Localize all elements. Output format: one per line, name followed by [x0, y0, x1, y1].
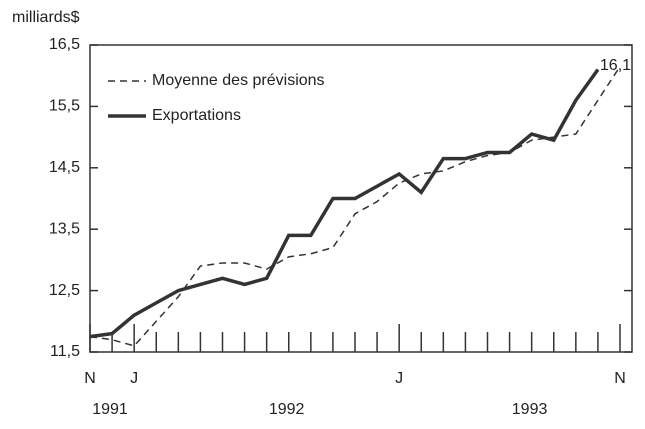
x-tick-label: J [395, 370, 403, 387]
data-label: 16,1 [600, 57, 631, 74]
y-tick-label: 12,5 [49, 282, 80, 299]
y-tick-label: 16,5 [49, 36, 80, 53]
year-label: 1993 [512, 401, 548, 418]
y-tick-label: 15,5 [49, 98, 80, 115]
y-tick-label: 13,5 [49, 220, 80, 237]
y-tick-label: 11,5 [50, 343, 80, 360]
year-label: 1992 [269, 401, 305, 418]
series-line [89, 68, 600, 339]
plot-frame [89, 44, 633, 353]
year-label: 1991 [92, 401, 128, 418]
y-tick-label: 14,5 [49, 159, 80, 176]
series-line [89, 66, 621, 347]
y-axis-label: milliards$ [12, 9, 80, 26]
x-tick-label: N [84, 370, 96, 387]
legend-label: Moyenne des prévisions [152, 72, 325, 89]
x-tick-label: N [614, 370, 626, 387]
x-tick-label: J [130, 370, 138, 387]
legend-label: Exportations [152, 107, 241, 124]
